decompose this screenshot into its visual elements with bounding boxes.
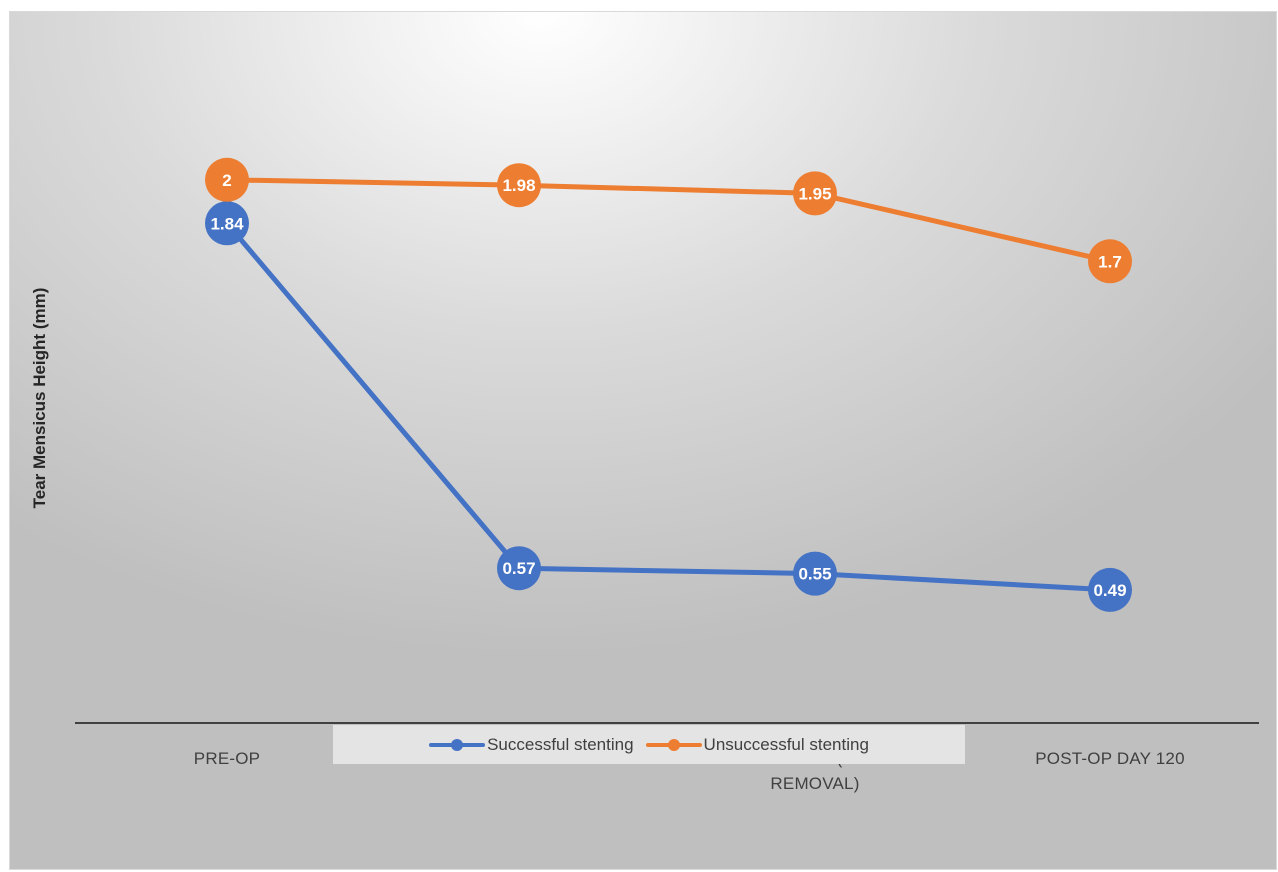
series-line-0 bbox=[224, 220, 1113, 593]
data-marker bbox=[1088, 239, 1132, 284]
data-marker bbox=[497, 546, 541, 591]
data-point: 0.49 bbox=[1088, 567, 1132, 612]
legend-label-successful: Successful stenting bbox=[487, 734, 634, 754]
data-marker bbox=[205, 157, 249, 202]
data-marker bbox=[497, 163, 541, 208]
data-point: 2 bbox=[205, 157, 249, 202]
data-label: 2 bbox=[222, 171, 231, 190]
x-tick-label: POST-OP DAY 120 bbox=[1035, 749, 1184, 768]
data-marker bbox=[1088, 567, 1132, 612]
data-point: 1.7 bbox=[1088, 239, 1132, 284]
data-label: 0.57 bbox=[502, 559, 535, 578]
data-label: 1.98 bbox=[502, 176, 535, 195]
data-label: 0.49 bbox=[1093, 581, 1126, 600]
data-label: 1.84 bbox=[210, 214, 244, 233]
legend-item-unsuccessful: Unsuccessful stenting bbox=[645, 734, 869, 755]
y-axis-title-group: Tear Mensicus Height (mm) bbox=[30, 288, 49, 509]
data-markers: 1.84 0.57 0.55 0.49 2 1.98 1.95 1.7 bbox=[205, 157, 1132, 612]
legend-marker-unsuccessful bbox=[667, 738, 680, 751]
data-point: 0.57 bbox=[497, 546, 541, 591]
y-axis-title: Tear Mensicus Height (mm) bbox=[30, 288, 49, 509]
data-point: 1.98 bbox=[497, 163, 541, 208]
series-lines bbox=[224, 177, 1113, 593]
data-marker bbox=[793, 171, 837, 216]
data-label: 1.95 bbox=[798, 184, 831, 203]
data-point: 1.95 bbox=[793, 171, 837, 216]
data-marker bbox=[793, 551, 837, 596]
legend-swatch-successful bbox=[429, 738, 486, 752]
legend: Successful stenting Unsuccessful stentin… bbox=[333, 725, 965, 764]
legend-label-unsuccessful: Unsuccessful stenting bbox=[703, 734, 869, 754]
series-line-1 bbox=[224, 177, 1113, 264]
data-label: 1.7 bbox=[1098, 252, 1122, 271]
legend-swatch-unsuccessful bbox=[645, 738, 702, 752]
data-marker bbox=[205, 201, 249, 246]
x-tick-label: PRE-OP bbox=[194, 749, 260, 768]
data-point: 0.55 bbox=[793, 551, 837, 596]
chart-area: Tear Mensicus Height (mm) PRE-OP POST-OP … bbox=[9, 11, 1277, 870]
legend-item-successful: Successful stenting bbox=[429, 734, 634, 755]
legend-marker-successful bbox=[451, 738, 464, 751]
data-label: 0.55 bbox=[798, 565, 831, 584]
data-point: 1.84 bbox=[205, 201, 249, 246]
